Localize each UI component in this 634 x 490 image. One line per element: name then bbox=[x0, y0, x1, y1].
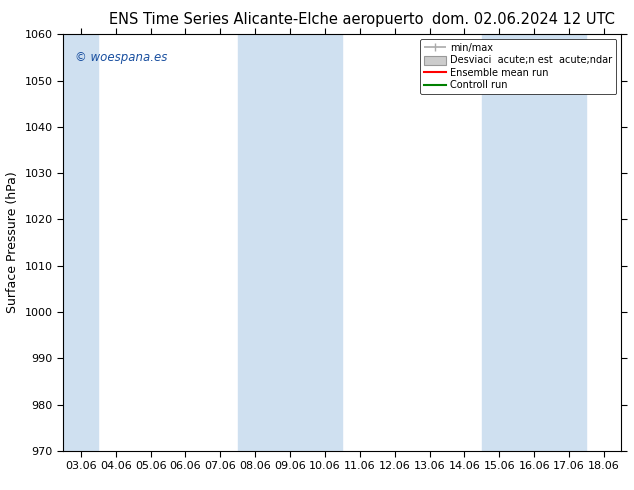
Bar bbox=[482, 34, 586, 451]
Bar bbox=[238, 34, 342, 451]
Y-axis label: Surface Pressure (hPa): Surface Pressure (hPa) bbox=[6, 172, 19, 314]
Text: © woespana.es: © woespana.es bbox=[75, 51, 167, 64]
Text: ENS Time Series Alicante-Elche aeropuerto: ENS Time Series Alicante-Elche aeropuert… bbox=[109, 12, 424, 27]
Bar bbox=[63, 34, 98, 451]
Legend: min/max, Desviaci  acute;n est  acute;ndar, Ensemble mean run, Controll run: min/max, Desviaci acute;n est acute;ndar… bbox=[420, 39, 616, 94]
Text: dom. 02.06.2024 12 UTC: dom. 02.06.2024 12 UTC bbox=[432, 12, 615, 27]
